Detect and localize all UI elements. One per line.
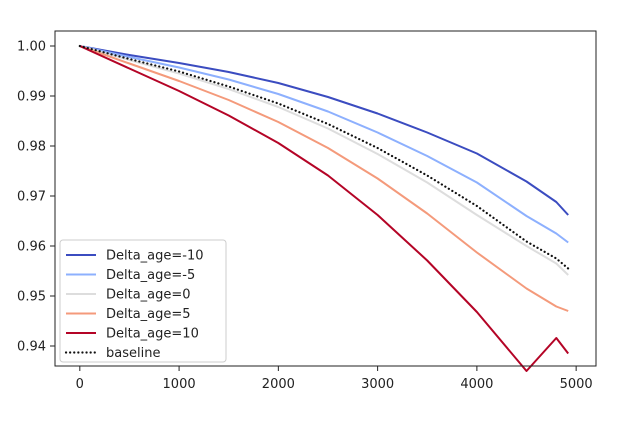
legend-label: Delta_age=5: [106, 307, 191, 322]
y-tick-label: 1.00: [17, 40, 46, 55]
legend-label: Delta_age=10: [106, 327, 199, 342]
y-tick-label: 0.95: [17, 290, 46, 305]
x-tick-label: 2000: [262, 377, 295, 392]
x-tick-label: 1000: [163, 377, 196, 392]
y-tick-label: 0.99: [17, 90, 46, 105]
y-tick-label: 0.97: [17, 190, 46, 205]
legend-label: baseline: [106, 346, 160, 361]
series-line-delta-age-0: [79, 45, 569, 276]
legend: Delta_age=-10 Delta_age=-5 Delta_age=0 Delt…: [59, 239, 227, 363]
y-tick-label: 0.98: [17, 140, 46, 155]
x-tick-label: 4000: [460, 377, 493, 392]
legend-label: Delta_age=-10: [106, 249, 204, 264]
y-tick-label: 0.96: [17, 240, 46, 255]
series-line-delta-age-10: [79, 45, 569, 216]
plot-frame: [54, 30, 597, 367]
series-line-delta-age-5: [79, 45, 569, 244]
y-axis: 0.94 0.95 0.96 0.97 0.98 0.99 1.00: [17, 40, 55, 355]
series-line-delta-age-5: [79, 45, 569, 312]
x-tick-label: 0: [76, 377, 84, 392]
y-tick-label: 0.94: [17, 340, 46, 355]
legend-label: Delta_age=0: [106, 288, 191, 303]
x-axis: 0 1000 2000 3000 4000 5000: [76, 366, 593, 392]
x-tick-label: 3000: [361, 377, 394, 392]
legend-label: Delta_age=-5: [106, 268, 195, 283]
x-tick-label: 5000: [560, 377, 593, 392]
legend-box: [59, 239, 227, 363]
series-line-baseline: [78, 44, 570, 270]
